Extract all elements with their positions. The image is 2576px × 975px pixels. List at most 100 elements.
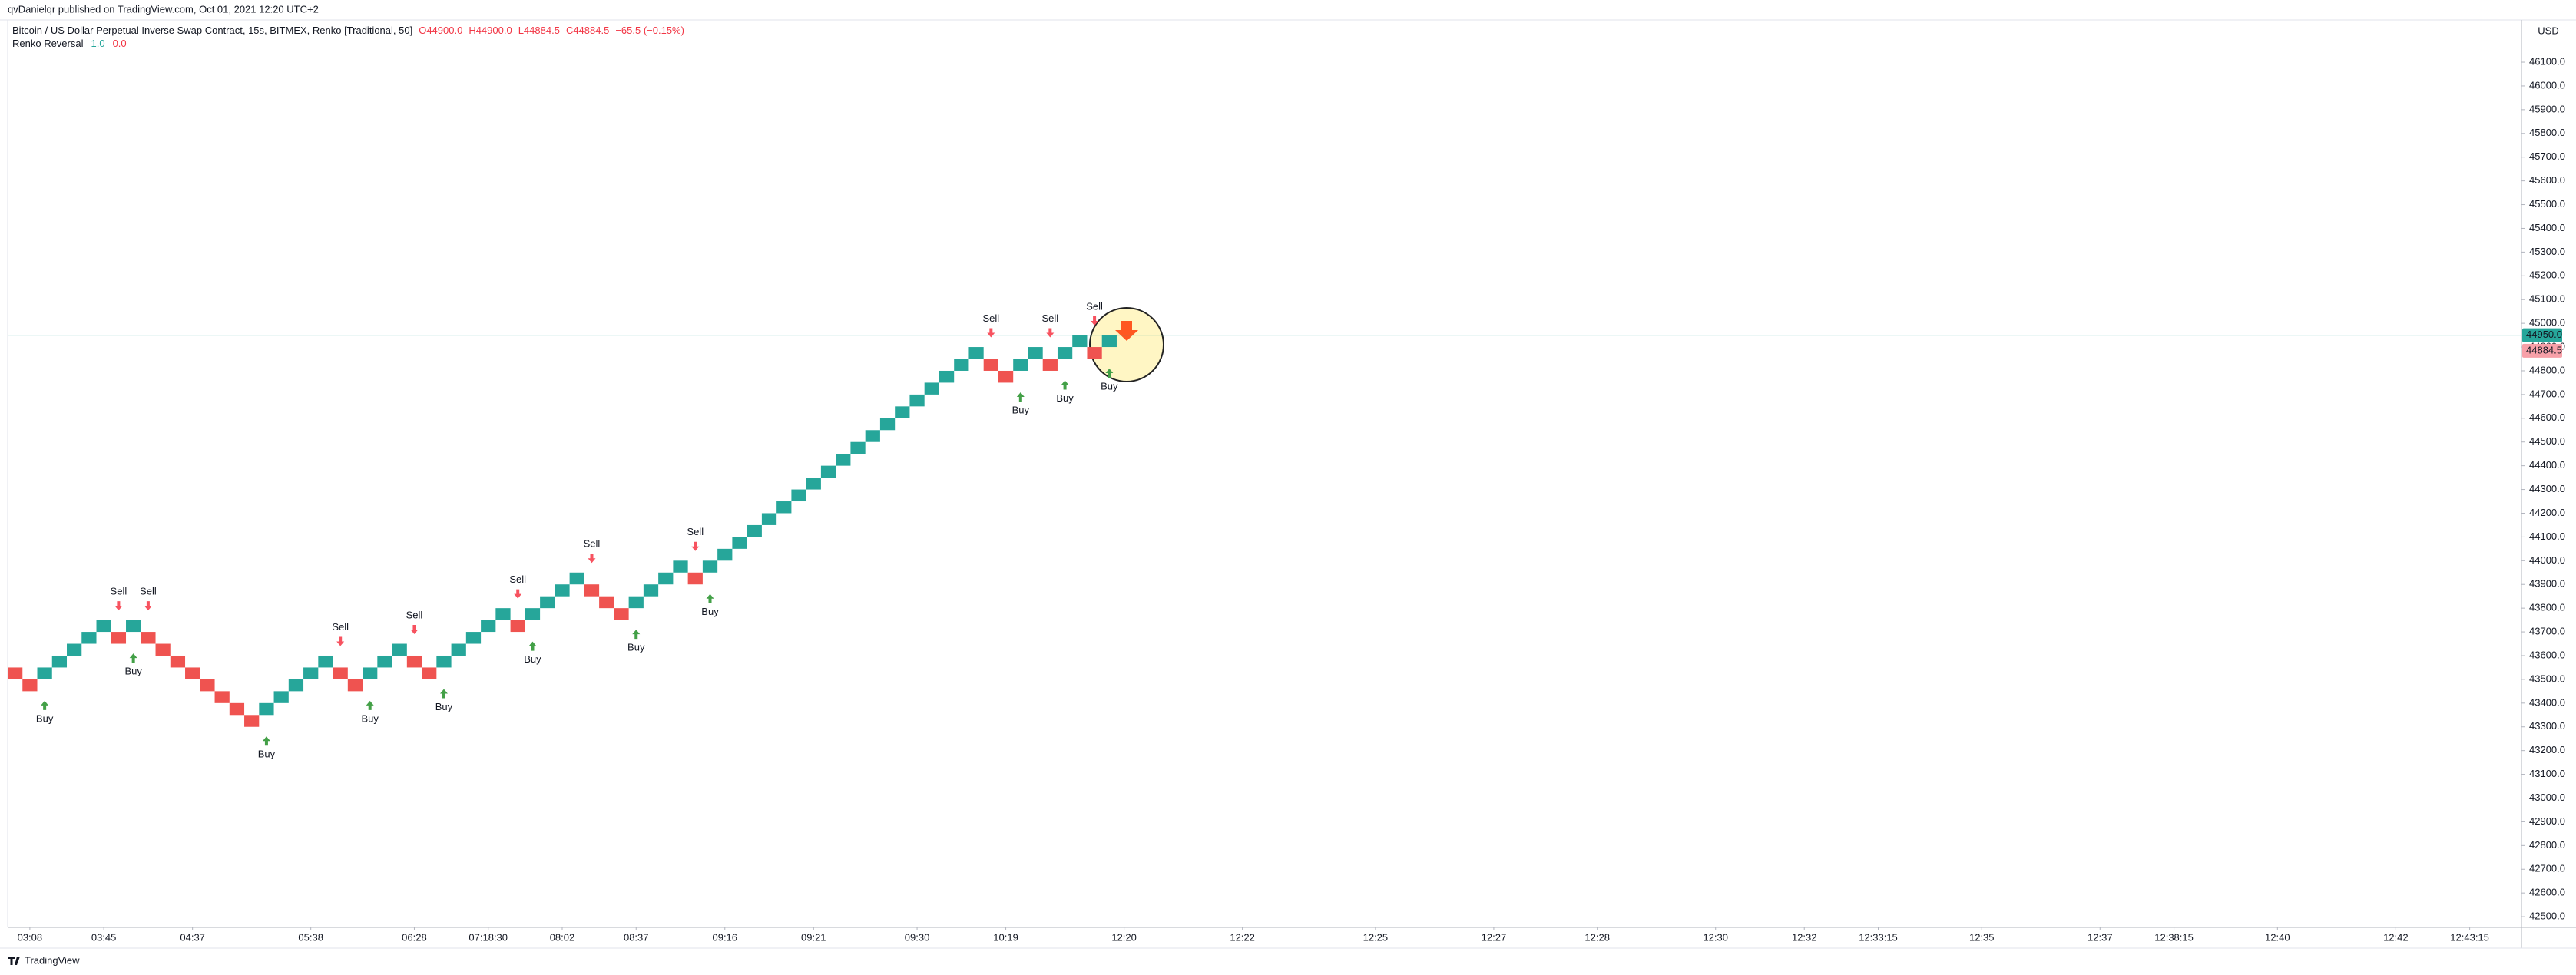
sell-arrow: [691, 541, 700, 551]
brick: [1087, 347, 1102, 359]
buy-label: Buy: [124, 666, 142, 677]
buy-arrow: [262, 736, 270, 746]
sell-arrow: [1091, 316, 1099, 326]
brick: [22, 679, 38, 692]
sell-label: Sell: [1086, 300, 1103, 312]
ohlc-open: O44900.0: [419, 25, 462, 36]
buy-label: Buy: [701, 606, 719, 617]
brick: [968, 347, 984, 359]
x-tick-label: 12:33:15: [1859, 931, 1898, 943]
brick: [791, 489, 806, 502]
sell-arrow: [514, 589, 522, 599]
sell-label: Sell: [140, 586, 157, 597]
brick: [259, 702, 274, 716]
sell-arrow: [144, 601, 152, 611]
x-tick-label: 09:16: [712, 931, 737, 943]
sell-label: Sell: [687, 526, 704, 537]
buy-arrow: [1061, 380, 1069, 390]
brick: [333, 667, 348, 679]
x-tick-label: 08:02: [550, 931, 575, 943]
brick: [436, 655, 452, 668]
buy-label: Buy: [627, 642, 645, 653]
buy-label: Buy: [1056, 392, 1074, 404]
sell-arrow: [987, 328, 995, 338]
y-tick-label: 44400.0: [2529, 459, 2565, 471]
brick: [111, 632, 127, 644]
brick: [599, 596, 614, 609]
buy-arrow: [632, 630, 641, 640]
sell-arrow: [1046, 328, 1055, 338]
y-tick-label: 42500.0: [2529, 911, 2565, 922]
buy-label: Buy: [524, 653, 541, 665]
y-tick-label: 42900.0: [2529, 815, 2565, 827]
x-tick-label: 09:21: [801, 931, 826, 943]
ohlc-low: L44884.5: [518, 25, 560, 36]
brick: [422, 667, 437, 679]
y-tick-label: 44100.0: [2529, 530, 2565, 542]
y-tick-label: 44600.0: [2529, 411, 2565, 423]
brick: [214, 691, 230, 703]
y-tick-label: 43400.0: [2529, 696, 2565, 708]
x-tick-label: 12:37: [2088, 931, 2113, 943]
x-tick-label: 12:43:15: [2450, 931, 2489, 943]
brick: [377, 655, 392, 668]
y-tick-label: 43000.0: [2529, 792, 2565, 803]
brick: [569, 572, 584, 585]
brick: [141, 632, 156, 644]
x-tick-label: 12:30: [1703, 931, 1728, 943]
footer: TradingView: [8, 954, 80, 966]
brick: [820, 465, 836, 478]
indicator-legend: Renko Reversal 1.0 0.0: [12, 38, 127, 49]
brick: [1042, 359, 1058, 371]
brick: [8, 667, 23, 679]
y-tick-label: 44200.0: [2529, 507, 2565, 518]
ohlc-change: −65.5 (−0.15%): [615, 25, 684, 36]
y-tick-label: 44000.0: [2529, 554, 2565, 566]
brick: [96, 620, 111, 633]
highlight-annotation: [1089, 307, 1164, 382]
buy-arrow: [41, 700, 49, 710]
brick: [51, 655, 68, 668]
brick: [732, 537, 747, 549]
brick: [126, 620, 141, 633]
footer-brand: TradingView: [25, 954, 80, 966]
buy-arrow: [1105, 369, 1114, 378]
brick: [983, 359, 998, 371]
y-tick-label: 44800.0: [2529, 364, 2565, 375]
brick: [673, 560, 688, 573]
x-tick-label: 12:20: [1111, 931, 1137, 943]
brick: [702, 560, 718, 573]
brick: [273, 691, 289, 703]
brick: [1101, 335, 1117, 348]
sell-arrow: [114, 601, 123, 611]
sell-label: Sell: [584, 538, 601, 550]
brick: [939, 370, 955, 383]
y-tick-label: 43500.0: [2529, 673, 2565, 684]
brick: [406, 655, 422, 668]
brick: [288, 679, 304, 692]
y-tick-label: 45700.0: [2529, 150, 2565, 162]
brick: [495, 608, 511, 620]
y-tick-label: 44700.0: [2529, 388, 2565, 399]
brick: [643, 584, 659, 597]
brick: [185, 667, 200, 679]
brick: [481, 620, 496, 633]
buy-label: Buy: [258, 749, 276, 760]
indicator-value: 0.0: [113, 38, 127, 49]
ohlc-close: C44884.5: [566, 25, 609, 36]
price-box: [2522, 343, 2562, 358]
x-tick-label: 10:19: [993, 931, 1018, 943]
x-tick-label: 12:35: [1969, 931, 1995, 943]
brick: [229, 702, 245, 716]
sell-arrow: [336, 636, 345, 646]
y-tick-label: 43300.0: [2529, 720, 2565, 732]
brick: [850, 441, 866, 454]
y-tick-label: 43200.0: [2529, 744, 2565, 755]
brick: [155, 643, 171, 656]
x-tick-label: 08:37: [624, 931, 649, 943]
y-tick-label: 45400.0: [2529, 222, 2565, 233]
brick: [776, 501, 792, 514]
brick: [747, 524, 762, 537]
symbol: Bitcoin / US Dollar Perpetual Inverse Sw…: [12, 25, 412, 36]
